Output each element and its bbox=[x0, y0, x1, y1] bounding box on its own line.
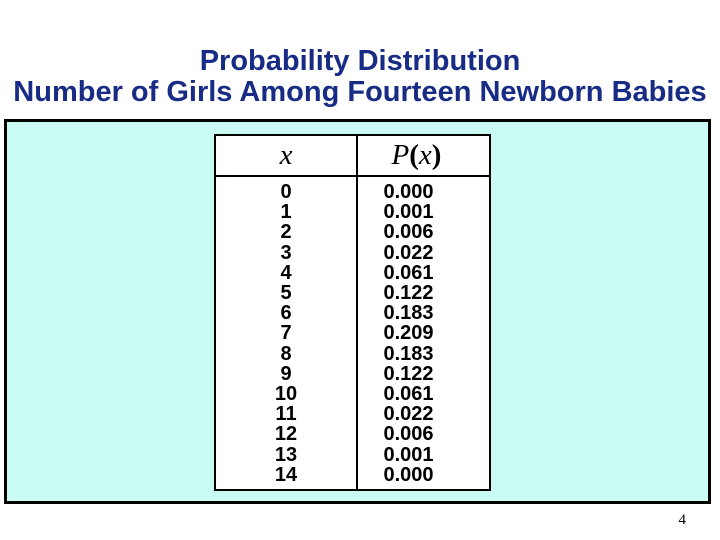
table-row: 6 0.183 bbox=[216, 302, 489, 325]
x-value: 3 bbox=[280, 241, 292, 264]
slide-title: Probability Distribution Number of Girls… bbox=[0, 46, 720, 108]
x-value: 8 bbox=[280, 342, 292, 365]
px-value: 0.001 bbox=[356, 444, 489, 465]
px-value: 0.183 bbox=[356, 343, 489, 364]
px-value: 0.122 bbox=[356, 283, 489, 304]
table-row: 9 0.122 bbox=[216, 362, 489, 385]
table-row: 3 0.022 bbox=[216, 241, 489, 264]
x-value: 9 bbox=[280, 362, 292, 385]
px-value: 0.022 bbox=[356, 404, 489, 425]
x-value: 4 bbox=[280, 261, 292, 284]
table-row: 4 0.061 bbox=[216, 261, 489, 284]
x-value: 5 bbox=[280, 282, 292, 305]
x-value: 0 bbox=[280, 181, 292, 203]
table-row: 12 0.006 bbox=[216, 423, 489, 446]
table-row: 10 0.061 bbox=[216, 383, 489, 406]
x-value: 6 bbox=[280, 302, 292, 325]
header-x: x bbox=[216, 136, 357, 177]
px-value: 0.006 bbox=[356, 424, 489, 445]
x-value: 10 bbox=[274, 383, 298, 406]
table-row: 5 0.122 bbox=[216, 282, 489, 305]
distribution-table: x P(x) 0 0.000 1 0.001 2 0.006 3 0.022 4 0.061 5 0.… bbox=[214, 134, 491, 492]
px-value: 0.209 bbox=[356, 323, 489, 344]
x-value: 11 bbox=[275, 403, 297, 426]
table-row: 8 0.183 bbox=[216, 342, 489, 365]
px-value: 0.061 bbox=[356, 384, 489, 405]
page-number: 4 bbox=[678, 512, 687, 528]
x-value: 1 bbox=[280, 201, 292, 224]
px-value: 0.061 bbox=[356, 263, 489, 284]
x-value: 13 bbox=[274, 443, 298, 466]
distribution-table-body: 0 0.000 1 0.001 2 0.006 3 0.022 4 0.061 5 0.122 6 0.1… bbox=[216, 176, 489, 490]
px-value: 0.000 bbox=[356, 176, 489, 203]
px-value: 0.122 bbox=[356, 364, 489, 385]
px-value: 0.000 bbox=[356, 465, 489, 490]
table-row: 13 0.001 bbox=[216, 443, 489, 466]
px-value: 0.001 bbox=[356, 202, 489, 223]
x-value: 14 bbox=[274, 463, 298, 486]
table-row: 11 0.022 bbox=[216, 403, 489, 426]
header-px: P(x) bbox=[356, 136, 489, 177]
table-row: 7 0.209 bbox=[216, 322, 489, 345]
px-value: 0.022 bbox=[356, 242, 489, 263]
table-row: 14 0.000 bbox=[216, 463, 489, 490]
title-line-2: Number of Girls Among Fourteen Newborn B… bbox=[13, 76, 707, 108]
x-value: 12 bbox=[274, 423, 298, 446]
table-row: 1 0.001 bbox=[216, 201, 489, 224]
table-row: 0 0.000 bbox=[216, 176, 489, 203]
x-value: 2 bbox=[280, 221, 292, 244]
px-value: 0.006 bbox=[356, 222, 489, 243]
header-row: x P(x) bbox=[216, 136, 489, 177]
title-line-1: Probability Distribution bbox=[199, 45, 521, 77]
table-row: 2 0.006 bbox=[216, 221, 489, 244]
x-value: 7 bbox=[280, 322, 292, 345]
px-value: 0.183 bbox=[356, 303, 489, 324]
distribution-table-header: x P(x) bbox=[216, 136, 489, 177]
